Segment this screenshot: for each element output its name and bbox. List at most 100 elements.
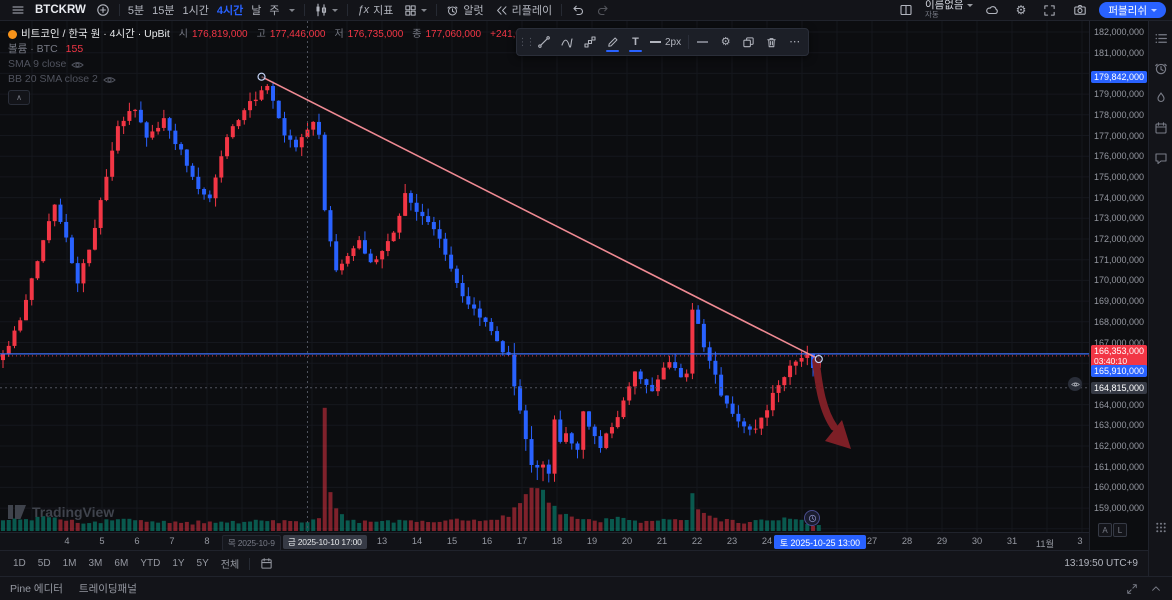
range-button-5D[interactable]: 5D: [37, 558, 51, 569]
auto-scale-button[interactable]: A: [1098, 523, 1112, 537]
close-value: 177,060,000: [425, 29, 482, 40]
separator: [347, 4, 349, 16]
alert-button[interactable]: 알럿: [441, 1, 488, 19]
time-axis-label: 13: [376, 536, 388, 546]
symbol-legend-row[interactable]: 비트코인 / 한국 원 · 4시간 · UpBit 시 176,819,000 고…: [8, 27, 576, 42]
cloud-save-icon[interactable]: [980, 1, 1004, 19]
pencil-tool-icon[interactable]: [601, 31, 624, 53]
text-tool-icon[interactable]: T: [624, 31, 647, 53]
time-axis-label: 8: [204, 536, 210, 546]
hotlists-icon[interactable]: [1154, 91, 1168, 105]
replay-button[interactable]: 리플레이: [490, 1, 557, 19]
sma-label: SMA 9 close: [8, 58, 67, 70]
range-button-1D[interactable]: 1D: [13, 558, 26, 569]
price-axis[interactable]: A L 182,000,000 181,000,000 179,000,000 178…: [1089, 21, 1149, 550]
crosshair-date-from-tooltip: 목 2025-10-9: [222, 535, 281, 551]
symbol-button[interactable]: BTCKRW: [35, 4, 86, 16]
separator: [249, 557, 251, 570]
log-scale-button[interactable]: L: [1113, 523, 1127, 537]
undo-icon: [573, 5, 584, 16]
range-button-전체[interactable]: 전체: [220, 560, 240, 571]
layout-icon[interactable]: [894, 1, 918, 19]
crosshair-eye-button[interactable]: [1068, 377, 1082, 391]
chart-type-button[interactable]: [309, 1, 343, 19]
volume-legend-row[interactable]: 볼륨 · BTC 155: [8, 42, 576, 57]
indicator-row-bb[interactable]: BB 20 SMA close 2: [8, 72, 576, 87]
indicator-row-sma[interactable]: SMA 9 close: [8, 57, 576, 72]
price-axis-label: 178,000,000: [1094, 109, 1145, 120]
fx-icon: ƒx: [357, 3, 370, 16]
collapse-panel-icon[interactable]: [1150, 583, 1162, 595]
chart-pane[interactable]: 비트코인 / 한국 원 · 4시간 · UpBit 시 176,819,000 고…: [0, 21, 1089, 532]
alerts-icon[interactable]: [1154, 61, 1169, 76]
status-tabs: Pine 에디터 트레이딩패널: [10, 581, 137, 596]
line-style-icon[interactable]: [691, 31, 714, 53]
interval-button-1시간[interactable]: 1시간: [182, 5, 209, 17]
price-axis-label: 167,000,000: [1094, 337, 1145, 348]
trash-icon[interactable]: [760, 31, 783, 53]
chat-icon[interactable]: [1154, 151, 1168, 165]
status-tab[interactable]: 트레이딩패널: [78, 583, 137, 595]
goto-date-icon[interactable]: [255, 555, 278, 572]
watchlist-icon[interactable]: [1154, 31, 1169, 46]
fullscreen-icon[interactable]: [1038, 1, 1061, 19]
status-tab[interactable]: Pine 에디터: [10, 583, 63, 595]
event-marker-icon[interactable]: [804, 510, 820, 526]
indicators-button[interactable]: ƒx 지표: [357, 3, 394, 17]
price-axis-label: 182,000,000: [1094, 27, 1145, 37]
price-axis-label: 171,000,000: [1094, 254, 1145, 265]
legend-collapse-button[interactable]: ∧: [8, 90, 30, 105]
range-button-6M[interactable]: 6M: [114, 558, 129, 569]
anchor-points-icon[interactable]: [578, 31, 601, 53]
price-axis-label: 170,000,000: [1094, 275, 1145, 286]
interval-button-주[interactable]: 주: [269, 5, 280, 17]
redo-button[interactable]: [591, 1, 615, 19]
line-width-label[interactable]: 2px: [665, 36, 682, 48]
indicator-templates-button[interactable]: [399, 1, 432, 19]
apps-grid-icon[interactable]: [1155, 521, 1168, 539]
more-options-icon[interactable]: ⋯: [789, 35, 801, 48]
interval-button-4시간[interactable]: 4시간: [216, 5, 244, 17]
price-badge: 166,353,000 03:40:10: [1091, 345, 1147, 367]
time-axis-label: 20: [621, 536, 633, 546]
range-button-1M[interactable]: 1M: [62, 558, 77, 569]
time-axis-label: 18: [551, 536, 563, 546]
interval-button-5분[interactable]: 5분: [127, 5, 145, 17]
publish-button[interactable]: 퍼블리쉬: [1099, 2, 1166, 18]
range-button-YTD[interactable]: YTD: [140, 558, 161, 569]
eye-icon[interactable]: [71, 60, 84, 70]
interval-button-15분[interactable]: 15분: [152, 5, 175, 17]
range-button-1Y[interactable]: 1Y: [172, 558, 185, 569]
candlestick-chart[interactable]: [0, 21, 1089, 532]
camera-icon[interactable]: [1068, 1, 1092, 19]
trendline-tool-icon[interactable]: [532, 31, 555, 53]
clock-utc[interactable]: 13:19:50 UTC+9: [1064, 558, 1138, 569]
interval-dropdown-caret-icon[interactable]: [284, 1, 300, 19]
settings-gear-icon[interactable]: ⚙: [1015, 3, 1027, 17]
curve-tool-icon[interactable]: [555, 31, 578, 53]
drawing-time-badge: 토 2025-10-25 13:00: [774, 535, 866, 549]
time-axis[interactable]: 목 2025-10-9 금 2025-10-10 17:00 토 2025-10…: [0, 532, 1089, 551]
drawing-settings-gear-icon[interactable]: ⚙: [720, 35, 731, 48]
range-button-3M[interactable]: 3M: [88, 558, 103, 569]
expand-panel-icon[interactable]: [1126, 583, 1138, 595]
add-symbol-icon[interactable]: [91, 1, 115, 19]
drawing-toolbar: ⋮⋮ T 2px ⚙ ⋯: [516, 28, 810, 56]
price-badge: 165,910,000: [1091, 365, 1147, 377]
calendar-icon[interactable]: [1154, 121, 1168, 135]
separator: [118, 4, 120, 16]
line-width-icon[interactable]: [647, 31, 663, 53]
menu-icon[interactable]: [6, 1, 30, 19]
time-axis-label: 16: [481, 536, 493, 546]
drag-handle-icon[interactable]: ⋮⋮: [517, 36, 536, 48]
low-label: 저: [334, 29, 344, 40]
alarm-clock-icon: [447, 5, 458, 15]
clone-icon[interactable]: [737, 31, 760, 53]
range-button-5Y[interactable]: 5Y: [196, 558, 209, 569]
price-axis-label: 169,000,000: [1094, 296, 1145, 307]
interval-button-날[interactable]: 날: [251, 5, 262, 17]
layout-name-button[interactable]: 이름없음 자동: [925, 0, 973, 19]
low-value: 176,735,000: [347, 29, 404, 40]
undo-button[interactable]: [566, 1, 590, 19]
eye-icon[interactable]: [103, 75, 116, 85]
